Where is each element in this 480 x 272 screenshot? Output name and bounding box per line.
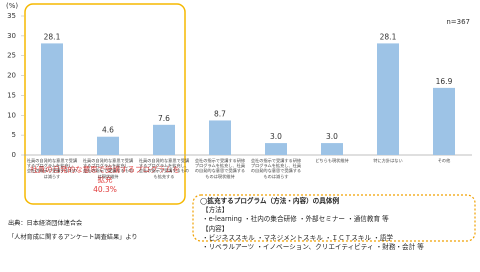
- source: 「人材育成に関するアンケート調査結果」より: [8, 234, 138, 241]
- x-tick-label: 社員の自発的な意思で受講するプログラムを拡充し、会社の指示で受講するものは減らす: [26, 158, 78, 179]
- y-tick-label: 10: [7, 111, 16, 119]
- n-label: n=367: [446, 18, 470, 26]
- y-tick-label: 30: [7, 32, 16, 40]
- y-tick-label: 0: [12, 151, 16, 159]
- y-tick-label: 25: [7, 52, 16, 60]
- highlight-note: 社員の自発的な意思で受講するプログラムを拡充 40.3%: [30, 165, 180, 195]
- value-label: 3.0: [270, 132, 282, 141]
- value-label: 28.1: [44, 32, 61, 41]
- x-tick-label: 社員の自発的な意思で受講するプログラムを拡充し、会社の指示で受講するものも拡充す…: [138, 158, 190, 179]
- bar: [433, 87, 455, 155]
- bar: [321, 143, 343, 155]
- bar: [97, 136, 119, 155]
- value-label: 3.0: [326, 132, 338, 141]
- x-tick-label: 社員の自発的な意思で受講するプログラムを拡充し、会社の指示で受講するものは現状維…: [82, 158, 134, 179]
- method-text: ・e-learning ・社内の集合研修 ・外部セミナー ・通信教育 等: [202, 215, 389, 224]
- highlight-share: 40.3%: [93, 185, 117, 194]
- x-tick-label: どちらも現状維持: [315, 158, 349, 163]
- x-tick-label: 会社の指示で受講する研修プログラムを拡充し、社員の自発的な意思で受講するものは減…: [250, 158, 302, 179]
- content-text: ・ビジネススキル ・マネジメントスキル ・ＩＣＴスキル ・語学: [202, 233, 393, 242]
- bar: [41, 43, 63, 155]
- value-label: 7.6: [158, 114, 170, 123]
- highlight-box: [24, 3, 186, 205]
- examples-title: ◯拡充するプログラム（方法・内容）の具体例: [200, 197, 340, 205]
- value-label: 28.1: [380, 32, 397, 41]
- content-text: ・リベラルアーツ ・イノベーション、クリエイティビティ ・財務・会計 等: [202, 243, 424, 252]
- value-label: 4.6: [102, 126, 114, 135]
- value-label: 16.9: [436, 77, 453, 86]
- x-tick-label: その他: [437, 158, 451, 163]
- bar: [265, 143, 287, 155]
- y-tick-label: 20: [7, 72, 16, 80]
- content-heading: 【内容】: [202, 224, 229, 233]
- examples-box: [192, 194, 476, 242]
- value-label: 8.7: [214, 109, 226, 118]
- source: 出典：日本経済団体連合会: [8, 220, 83, 227]
- highlight-text: 社員の自発的な意思で受講するプログラムを拡充: [30, 165, 180, 184]
- y-tick-label: 5: [12, 131, 16, 139]
- bar: [377, 43, 399, 155]
- method-heading: 【方法】: [202, 206, 229, 215]
- y-tick-label: 15: [7, 91, 16, 99]
- bar: [209, 120, 231, 155]
- y-unit: (%): [6, 2, 18, 10]
- examples: ◯拡充するプログラム（方法・内容）の具体例 【方法】 ・e-learning ・…: [196, 197, 472, 252]
- x-tick-label: 会社の指示で受講する研修プログラムを拡充し、社員の自発的な意思で受講するものは現…: [194, 158, 246, 179]
- bar: [153, 124, 175, 155]
- x-tick-label: 特に方針はない: [373, 158, 403, 163]
- y-tick-label: 35: [7, 12, 16, 20]
